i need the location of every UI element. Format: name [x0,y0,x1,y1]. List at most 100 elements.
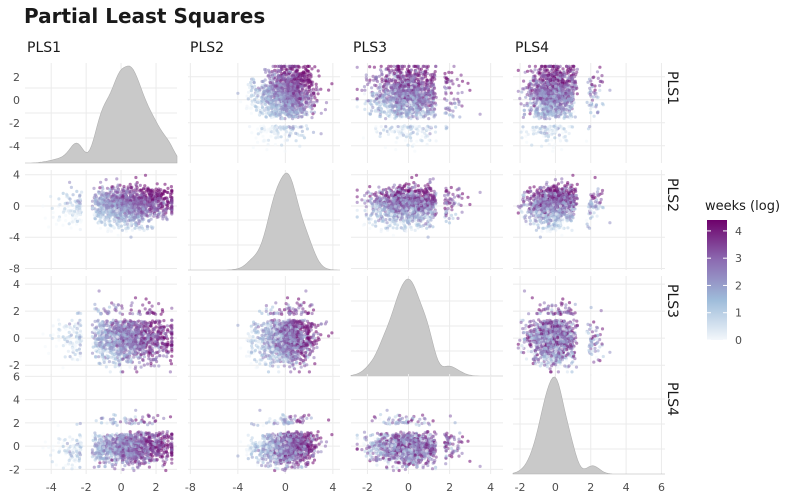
point [311,112,315,116]
point [409,101,413,105]
point [532,115,536,119]
point [406,143,410,147]
point [275,79,279,83]
point [565,64,569,68]
point [561,84,565,89]
point [403,84,407,89]
point [591,76,595,80]
point [379,110,383,114]
point [314,85,319,89]
point [404,110,408,114]
point [305,99,309,103]
point [529,86,533,90]
point [570,75,574,79]
point [362,92,367,96]
point [302,136,307,140]
point [401,95,405,99]
point [600,74,604,78]
point [532,104,536,108]
point [300,88,304,92]
point [595,70,600,74]
point [445,80,449,84]
point [598,84,602,88]
point [567,76,571,80]
point [413,64,417,68]
point [380,94,385,98]
point [412,77,416,81]
point [280,117,285,121]
point [394,115,398,119]
point [324,101,329,105]
point [314,82,318,86]
point [459,73,463,77]
point [540,64,544,68]
point [319,132,323,136]
point [291,115,296,119]
point [398,131,402,136]
point [444,92,448,96]
point [253,98,257,102]
point [457,102,461,107]
point [425,142,429,147]
point [312,104,317,108]
point [593,91,597,95]
point [270,91,274,95]
point [287,70,292,74]
point [562,127,566,131]
point [538,91,543,95]
point [374,125,378,129]
point [585,100,589,104]
point [306,78,310,82]
point [65,201,69,205]
point [516,89,520,93]
point [392,64,396,68]
point [608,88,612,92]
point [533,68,537,72]
point [532,79,536,83]
point [253,104,257,109]
point [316,92,320,96]
point [283,84,287,88]
point [547,78,552,82]
point [295,86,299,90]
point [566,98,570,102]
point [378,131,383,135]
point [309,97,313,101]
point [547,142,551,147]
point [293,101,298,105]
point [558,139,563,143]
point [289,67,293,71]
point [161,212,165,216]
point [327,88,331,92]
point [260,79,264,84]
point [268,76,272,80]
point [402,75,406,79]
point [432,86,437,90]
point [521,87,525,91]
point [429,78,433,82]
point [526,104,530,108]
point [549,86,553,90]
point [256,89,260,93]
point [564,80,568,84]
point [425,106,429,110]
point [405,98,409,102]
point [564,93,569,97]
point [557,133,562,137]
point [542,94,547,98]
point [428,132,432,136]
point [413,149,417,153]
point [575,67,580,71]
point [532,129,536,133]
point [294,125,298,129]
point [409,117,413,121]
point [283,149,287,153]
point [543,88,547,92]
point [368,112,372,116]
point [51,210,55,215]
point [313,96,317,100]
point [308,100,312,104]
point [591,95,596,99]
point [550,113,554,117]
point [274,100,278,104]
